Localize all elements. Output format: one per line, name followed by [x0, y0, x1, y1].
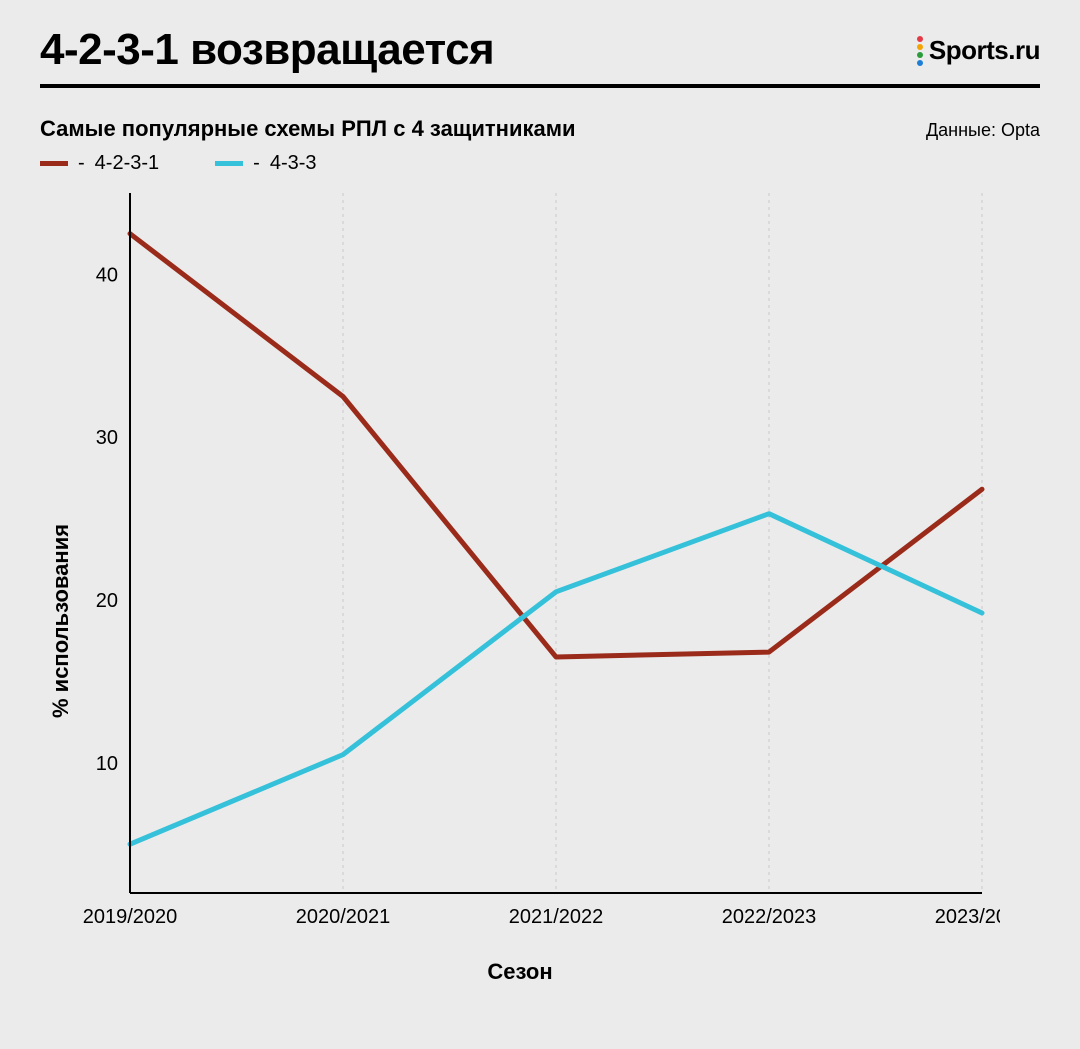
svg-text:40: 40 — [96, 264, 118, 286]
legend-swatch-icon — [40, 161, 68, 166]
y-axis-label: % использования — [48, 524, 74, 718]
data-source: Данные: Opta — [926, 120, 1040, 141]
legend-swatch-icon — [215, 161, 243, 166]
logo-dots-icon — [917, 36, 923, 66]
svg-text:2019/2020: 2019/2020 — [83, 906, 178, 928]
svg-text:2022/2023: 2022/2023 — [722, 906, 817, 928]
svg-text:2023/2024: 2023/2024 — [935, 906, 1000, 928]
page: 4-2-3-1 возвращается Sports.ru Самые поп… — [0, 0, 1080, 1049]
x-axis-label: Сезон — [40, 959, 1000, 985]
sports-ru-logo: Sports.ru — [917, 35, 1040, 72]
subheader: Самые популярные схемы РПЛ с 4 защитника… — [40, 116, 1040, 142]
header-rule — [40, 84, 1040, 88]
legend: - 4-2-3-1 - 4-3-3 — [40, 152, 1040, 175]
legend-label: 4-2-3-1 — [95, 152, 159, 175]
legend-dash: - — [78, 152, 85, 175]
legend-item: - 4-3-3 — [215, 152, 316, 175]
logo-text: Sports.ru — [929, 35, 1040, 66]
svg-text:10: 10 — [96, 753, 118, 775]
chart-subtitle: Самые популярные схемы РПЛ с 4 защитника… — [40, 116, 576, 142]
svg-text:2020/2021: 2020/2021 — [296, 906, 391, 928]
svg-text:20: 20 — [96, 590, 118, 612]
svg-text:30: 30 — [96, 427, 118, 449]
legend-item: - 4-2-3-1 — [40, 152, 159, 175]
legend-label: 4-3-3 — [270, 152, 317, 175]
line-chart-svg: 10 20 30 40 2019/2020 2020/2021 2021/2022 2022/… — [40, 183, 1000, 953]
chart: % использования 10 20 30 40 2019/2020 2020/20… — [40, 183, 1040, 985]
chart-title: 4-2-3-1 возвращается — [40, 28, 494, 72]
header: 4-2-3-1 возвращается Sports.ru — [40, 28, 1040, 72]
legend-dash: - — [253, 152, 260, 175]
svg-text:2021/2022: 2021/2022 — [509, 906, 604, 928]
